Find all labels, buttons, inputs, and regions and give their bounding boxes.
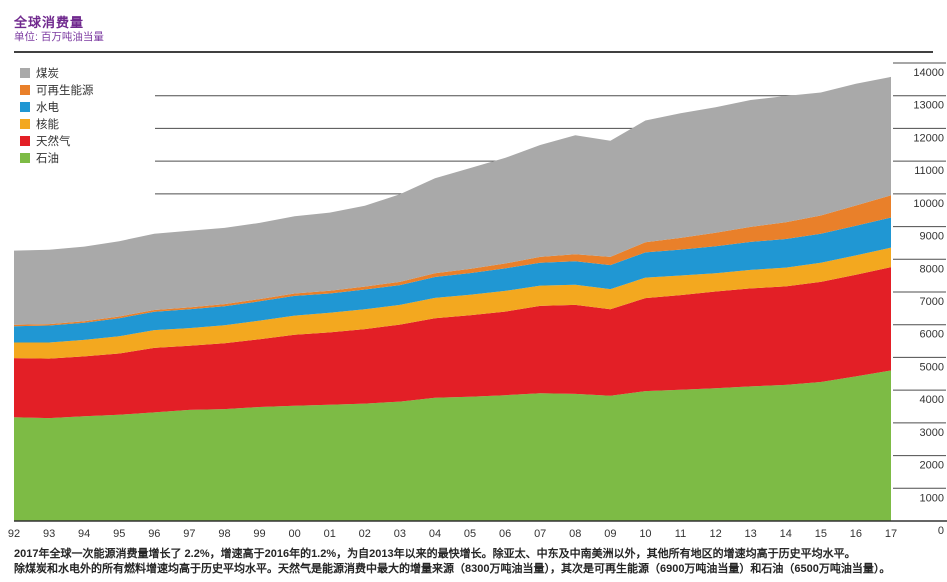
x-tick-label-95: 95 [113, 528, 125, 540]
legend-label: 石油 [36, 152, 59, 165]
x-tick-label-05: 05 [464, 528, 476, 540]
y-tick-label-9000: 9000 [920, 231, 944, 243]
area-series-nuclear [14, 247, 891, 359]
x-tick-label-93: 93 [43, 528, 55, 540]
chart-legend: 煤炭 可再生能源 水电 核能 天然气 石油 [20, 64, 94, 166]
x-tick-label-16: 16 [850, 528, 862, 540]
area-series-coal [14, 76, 891, 325]
coal-swatch-icon [20, 67, 30, 78]
x-tick-label-94: 94 [78, 528, 90, 540]
chart-footnote: 2017年全球一次能源消费量增长了 2.2%，增速高于2016年的1.2%，为自… [14, 547, 944, 577]
y-tick-label-0: 0 [938, 525, 944, 537]
x-tick-label-00: 00 [289, 528, 301, 540]
unit-label: 单位: 百万吨油当量 [14, 31, 104, 43]
renewables-swatch-icon [20, 84, 30, 95]
legend-item-nuclear: 核能 [20, 115, 94, 132]
x-tick-label-06: 06 [499, 528, 511, 540]
x-tick-label-01: 01 [324, 528, 336, 540]
legend-label: 可再生能源 [36, 84, 94, 97]
x-tick-label-96: 96 [148, 528, 160, 540]
legend-item-hydro: 水电 [20, 98, 94, 115]
page-title: 全球消费量 [14, 15, 85, 30]
x-tick-label-13: 13 [745, 528, 757, 540]
oil-swatch-icon [20, 152, 30, 163]
y-tick-label-1000: 1000 [920, 492, 944, 504]
y-tick-label-12000: 12000 [913, 132, 944, 144]
y-tick-label-13000: 13000 [913, 100, 944, 112]
legend-item-gas: 天然气 [20, 132, 94, 149]
y-tick-label-8000: 8000 [920, 263, 944, 275]
y-tick-label-2000: 2000 [920, 460, 944, 472]
x-tick-label-98: 98 [218, 528, 230, 540]
area-series-gas [14, 267, 891, 419]
x-tick-label-03: 03 [394, 528, 406, 540]
x-tick-label-11: 11 [675, 528, 686, 540]
area-series-oil [14, 370, 891, 521]
area-series-hydro [14, 217, 891, 343]
legend-label: 煤炭 [36, 67, 59, 80]
y-tick-label-14000: 14000 [913, 67, 944, 79]
x-tick-label-08: 08 [569, 528, 581, 540]
x-tick-label-17: 17 [885, 528, 897, 540]
x-tick-label-97: 97 [183, 528, 195, 540]
legend-item-renewables: 可再生能源 [20, 81, 94, 98]
y-tick-label-3000: 3000 [920, 427, 944, 439]
x-tick-label-04: 04 [429, 528, 441, 540]
legend-label: 水电 [36, 101, 59, 114]
y-tick-label-7000: 7000 [920, 296, 944, 308]
x-tick-label-12: 12 [709, 528, 721, 540]
legend-item-oil: 石油 [20, 149, 94, 166]
y-tick-label-4000: 4000 [920, 394, 944, 406]
legend-item-coal: 煤炭 [20, 64, 94, 81]
y-tick-label-10000: 10000 [913, 198, 944, 210]
x-tick-label-10: 10 [639, 528, 651, 540]
y-tick-label-11000: 11000 [914, 165, 944, 177]
x-tick-label-99: 99 [253, 528, 265, 540]
y-tick-label-5000: 5000 [920, 361, 944, 373]
footnote-line-1: 2017年全球一次能源消费量增长了 2.2%，增速高于2016年的1.2%，为自… [14, 548, 856, 560]
x-tick-label-92: 92 [8, 528, 20, 540]
hydro-swatch-icon [20, 101, 30, 112]
footnote-line-2: 除煤炭和水电外的所有燃料增速均高于历史平均水平。天然气是能源消费中最大的增量来源… [14, 563, 891, 575]
x-tick-label-14: 14 [780, 528, 792, 540]
nuclear-swatch-icon [20, 118, 30, 129]
header-divider [14, 51, 933, 53]
legend-label: 核能 [36, 118, 59, 131]
legend-label: 天然气 [36, 135, 71, 148]
x-tick-label-02: 02 [359, 528, 371, 540]
x-tick-label-07: 07 [534, 528, 546, 540]
x-tick-label-09: 09 [604, 528, 616, 540]
x-tick-label-15: 15 [815, 528, 827, 540]
gas-swatch-icon [20, 135, 30, 146]
y-tick-label-6000: 6000 [920, 329, 944, 341]
